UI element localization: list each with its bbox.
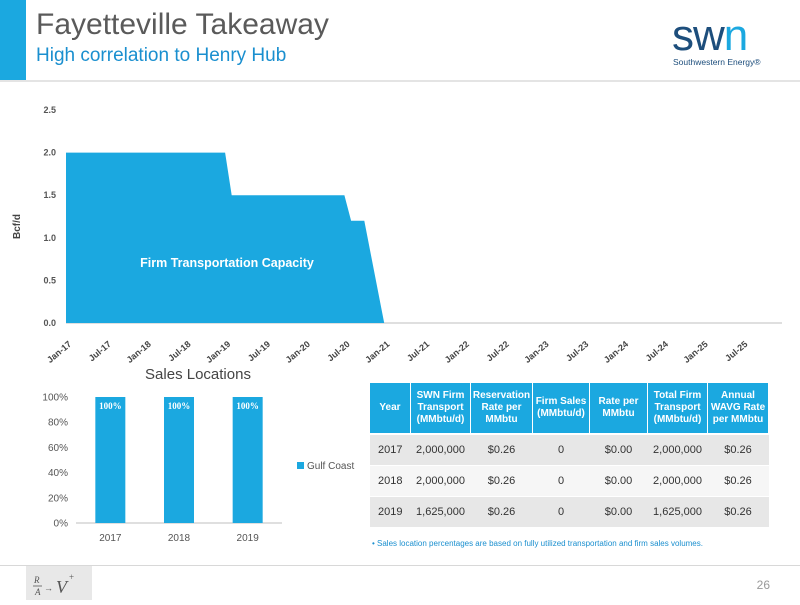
x-tick-label: Jan-19 [204, 339, 232, 365]
page-title: Fayetteville Takeaway [36, 8, 329, 41]
svg-text:→: → [44, 583, 53, 593]
x-tick-label: Jul-25 [723, 339, 749, 363]
y-tick-label: 2.5 [43, 105, 56, 115]
sales-locations-chart: 0% 20% 40% 60% 80% 100% 100% 2017 100% 2018 100% 20… [42, 393, 354, 545]
y-tick-label: 2.0 [43, 148, 56, 158]
x-tick-label: Jul-18 [166, 339, 192, 363]
table-cell: 2,000,000 [647, 465, 708, 497]
table-row: 2019 1,625,000 $0.26 0 $0.00 1,625,000 $… [370, 496, 769, 528]
footer-logo: R A → V + [26, 566, 92, 600]
legend-label: Gulf Coast [307, 461, 354, 472]
x-tick-label: Jul-23 [564, 339, 590, 363]
table-cell: $0.26 [707, 465, 769, 497]
table-header-cell: Total Firm Transport (MMbtu/d) [647, 383, 708, 435]
table-cell: $0.26 [707, 496, 769, 528]
bar-data-label: 100% [99, 401, 122, 411]
swn-logo: swn Southwestern Energy® [672, 14, 782, 70]
bar-gulf-coast [232, 397, 263, 523]
table-cell: 2,000,000 [647, 434, 708, 466]
header-divider [0, 80, 800, 82]
table-cell: 2017 [370, 434, 411, 466]
area-annotation: Firm Transportation Capacity [140, 256, 314, 270]
bar-gulf-coast [164, 397, 194, 523]
svg-text:A: A [34, 587, 41, 597]
y-tick-label: 100% [42, 393, 68, 404]
table-cell: 2019 [370, 496, 411, 528]
table-row: 2017 2,000,000 $0.26 0 $0.00 2,000,000 $… [370, 434, 769, 466]
y-tick-label: 40% [48, 468, 68, 479]
y-tick-label: 20% [48, 493, 68, 504]
x-tick-label: Jan-25 [681, 339, 709, 365]
y-tick-label: 0% [54, 519, 69, 530]
table-header-cell: Reservation Rate per MMbtu [470, 383, 533, 435]
table-cell: $0.26 [470, 465, 533, 497]
y-tick-label: 80% [48, 418, 68, 429]
table-cell: $0.00 [589, 465, 648, 497]
page-number: 26 [756, 578, 770, 592]
svg-text:+: + [69, 572, 74, 582]
x-tick-label: Jan-23 [522, 339, 550, 365]
y-tick-label: 0.0 [43, 318, 56, 328]
x-tick-label: Jan-20 [284, 339, 312, 365]
x-tick-label: 2018 [168, 533, 191, 544]
x-tick-label: Jul-17 [87, 339, 113, 363]
capacity-chart: 0.0 0.5 1.0 1.5 2.0 2.5 Bcf/d Firm Transportati… [12, 105, 782, 365]
table-cell: $0.26 [470, 434, 533, 466]
table-cell: 0 [532, 496, 590, 528]
table-cell: 0 [532, 465, 590, 497]
x-tick-label: Jan-21 [363, 339, 391, 365]
y-tick-label: 0.5 [43, 275, 56, 285]
svg-text:V: V [56, 577, 69, 597]
table-cell: $0.00 [589, 496, 648, 528]
table-cell: $0.26 [707, 434, 769, 466]
table-cell: 0 [532, 434, 590, 466]
table-header-cell: Year [370, 383, 411, 435]
x-tick-label: Jan-17 [45, 339, 73, 365]
x-tick-label: Jan-22 [443, 339, 471, 365]
y-axis-label: Bcf/d [12, 214, 23, 239]
page-subtitle: High correlation to Henry Hub [36, 45, 287, 66]
x-tick-label: 2017 [99, 533, 122, 544]
swn-logo-tagline: Southwestern Energy® [673, 57, 761, 67]
firm-transport-area [66, 152, 385, 323]
x-tick-label: Jul-19 [246, 339, 272, 363]
bar-gulf-coast [95, 397, 126, 523]
legend-swatch [297, 462, 304, 469]
table-cell: 2,000,000 [410, 434, 471, 466]
table-header-cell: Firm Sales (MMbtu/d) [532, 383, 590, 435]
x-tick-label: Jul-22 [484, 339, 510, 363]
table-header-cell: Annual WAVG Rate per MMbtu [707, 383, 769, 435]
x-tick-label: 2019 [237, 533, 260, 544]
y-tick-label: 1.5 [43, 190, 56, 200]
swn-logo-mark: swn [672, 11, 748, 60]
sales-chart-title: Sales Locations [145, 366, 251, 383]
bar-data-label: 100% [236, 401, 259, 411]
table-header-row: Year SWN Firm Transport (MMbtu/d) Reserv… [370, 383, 769, 435]
header-accent-bar [0, 0, 26, 80]
footer-formula-icon: R A → V + [33, 572, 74, 597]
x-tick-label: Jul-24 [644, 339, 670, 363]
svg-text:R: R [33, 575, 40, 585]
x-tick-label: Jan-18 [125, 339, 153, 365]
table-cell: $0.26 [470, 496, 533, 528]
table-cell: 1,625,000 [410, 496, 471, 528]
x-tick-label: Jan-24 [602, 339, 630, 365]
table-row: 2018 2,000,000 $0.26 0 $0.00 2,000,000 $… [370, 465, 769, 497]
x-tick-label: Jul-21 [405, 339, 431, 363]
table-header-cell: Rate per MMbtu [589, 383, 648, 435]
table-cell: 1,625,000 [647, 496, 708, 528]
table-header-cell: SWN Firm Transport (MMbtu/d) [410, 383, 471, 435]
table-cell: $0.00 [589, 434, 648, 466]
table-cell: 2018 [370, 465, 411, 497]
table-cell: 2,000,000 [410, 465, 471, 497]
transport-rates-table: Year SWN Firm Transport (MMbtu/d) Reserv… [370, 383, 769, 528]
footnote: • Sales location percentages are based o… [372, 539, 703, 548]
x-tick-label: Jul-20 [325, 339, 351, 363]
y-tick-label: 60% [48, 443, 68, 454]
footer-divider [0, 565, 800, 566]
y-tick-label: 1.0 [43, 233, 56, 243]
bar-data-label: 100% [168, 401, 191, 411]
